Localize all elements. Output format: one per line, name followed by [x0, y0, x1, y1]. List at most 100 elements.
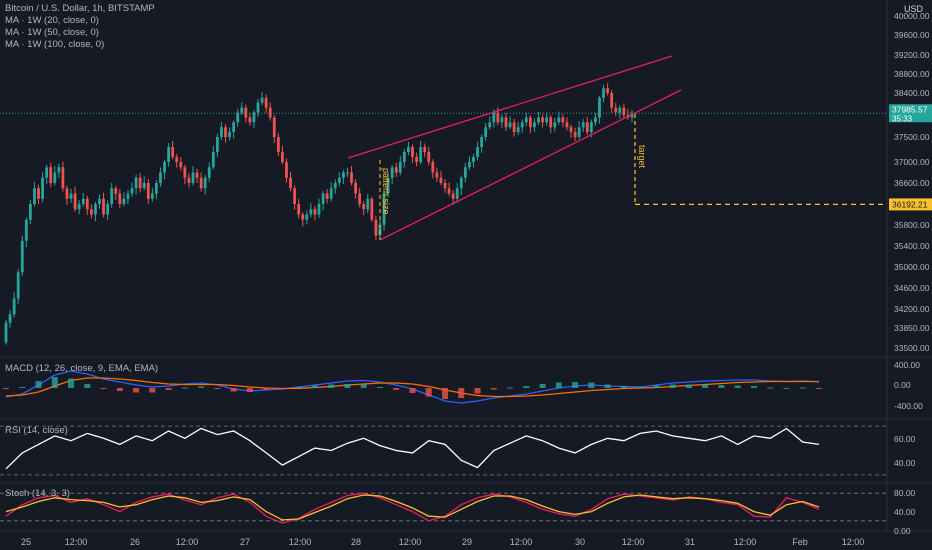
macd-histogram-bar [133, 388, 140, 393]
target-price-value: 36192.21 [892, 199, 928, 209]
rsi-pane-label[interactable]: RSI (14, close) [5, 425, 68, 436]
macd-histogram-bar [588, 382, 595, 388]
candle-body [492, 112, 496, 123]
macd-histogram-bar [3, 388, 9, 389]
macd-histogram-bar [783, 388, 790, 389]
candle-body [85, 198, 89, 210]
candle-body [244, 107, 248, 118]
series-line-signal [5, 377, 819, 398]
candle-body [53, 172, 57, 183]
candle-body [24, 219, 28, 241]
macd-histogram-bar [767, 387, 774, 389]
candle-body [472, 157, 475, 162]
macd-histogram-bar [181, 387, 188, 389]
time-tick-label: 12:00 [622, 537, 645, 547]
candle-body [289, 177, 292, 189]
candle-body [293, 188, 297, 204]
candle-body [565, 122, 569, 128]
candle-body [549, 117, 553, 128]
candle-body [520, 122, 524, 128]
ma-legend-20[interactable]: MA · 1W (20, close, 0) [5, 15, 99, 26]
candle-body [427, 152, 431, 162]
candle-body [618, 107, 622, 113]
candle-body [463, 167, 467, 178]
candle-body [341, 172, 345, 178]
time-tick-label: 26 [130, 537, 140, 547]
candle-body [102, 198, 105, 215]
currency-label: USD [904, 4, 924, 14]
macd-histogram-bar [620, 386, 627, 388]
candle-body [126, 193, 130, 199]
candle-body [45, 167, 49, 178]
macd-histogram-bar [442, 388, 449, 399]
candle-body [500, 117, 504, 123]
candle-body [163, 162, 166, 173]
ma-legend-50[interactable]: MA · 1W (50, close, 0) [5, 27, 99, 38]
candle-body [281, 152, 284, 162]
candle-body [573, 132, 577, 137]
time-tick-label: Feb [792, 537, 808, 547]
pattern-size-label: pattern size [381, 168, 391, 215]
ma-legend-100[interactable]: MA · 1W (100, close, 0) [5, 39, 105, 50]
candle-body [114, 188, 118, 194]
price-tick-label: 36600.00 [894, 178, 930, 188]
candle-body [614, 107, 618, 113]
macd-histogram-bar [507, 387, 514, 389]
candle-body [49, 167, 53, 183]
macd-histogram-bar [311, 385, 318, 388]
time-tick-label: 25 [21, 537, 31, 547]
price-tick-label: 34600.00 [894, 283, 930, 293]
price-tick-label: 35000.00 [894, 262, 930, 272]
candle-body [431, 162, 435, 173]
candle-body [346, 172, 349, 174]
candle-body [402, 152, 406, 162]
macd-histogram-bar [165, 388, 172, 390]
macd-histogram-bar [35, 381, 42, 388]
candle-body [309, 209, 313, 215]
candle-body [236, 112, 240, 123]
candle-body [57, 167, 61, 173]
candle-body [8, 314, 12, 323]
price-tick-label: 40000.00 [894, 11, 930, 21]
candle-body [297, 204, 301, 215]
candle-body [480, 137, 483, 147]
macd-pane-label[interactable]: MACD (12, 26, close, 9, EMA, EMA) [5, 363, 159, 374]
candle-body [228, 132, 231, 137]
candle-body [484, 127, 488, 137]
series-line-d [5, 494, 820, 521]
candle-body [329, 188, 333, 199]
candle-body [98, 198, 101, 204]
macd-histogram-bar [100, 388, 107, 389]
candle-body [211, 152, 215, 168]
candle-body [81, 198, 85, 204]
candle-body [581, 122, 585, 128]
candle-body [394, 167, 398, 173]
time-tick-label: 12:00 [510, 537, 533, 547]
candle-body [528, 117, 532, 128]
stoch-pane-label[interactable]: Stoch (14, 3, 3) [5, 488, 70, 499]
macd-histogram-bar [702, 384, 709, 388]
macd-histogram-bar [263, 388, 270, 390]
price-tick-label: 33850.00 [894, 323, 930, 333]
candle-body [159, 172, 162, 183]
indicator-tick-label: -400.00 [894, 401, 923, 411]
candle-body [533, 122, 536, 128]
candle-body [301, 214, 305, 220]
candle-body [598, 97, 601, 118]
candle-body [541, 117, 544, 123]
macd-histogram-bar [490, 388, 497, 390]
price-tick-label: 37000.00 [894, 157, 930, 167]
candle-body [561, 117, 565, 123]
time-tick-label: 29 [462, 537, 472, 547]
indicator-tick-label: 0.00 [894, 380, 911, 390]
macd-histogram-bar [718, 385, 725, 388]
macd-histogram-bar [214, 388, 221, 389]
candle-body [504, 117, 508, 128]
price-tick-label: 35800.00 [894, 220, 930, 230]
time-tick-label: 27 [240, 537, 250, 547]
candle-body [240, 107, 244, 113]
candle-body [374, 219, 378, 236]
candle-body [610, 93, 614, 108]
candle-body [118, 193, 122, 204]
